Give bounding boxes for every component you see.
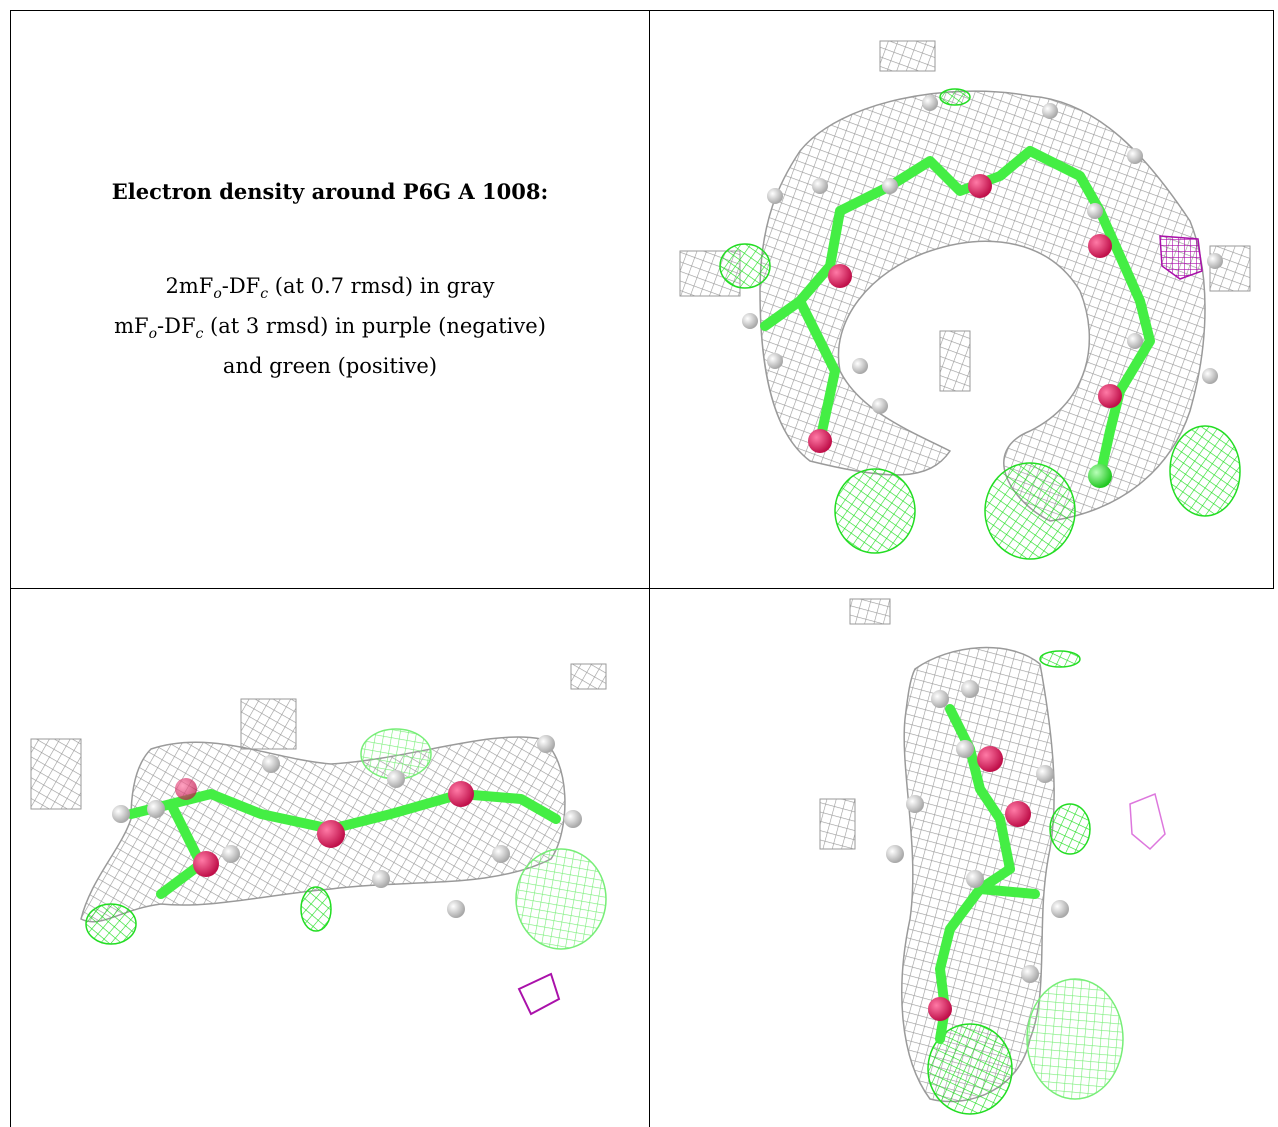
grid-center-divider xyxy=(649,10,650,1127)
legend-line-2fofc: 2mFo-DFc (at 0.7 rmsd) in gray xyxy=(165,274,495,303)
density-view-side xyxy=(11,589,649,1127)
density-view-end xyxy=(650,589,1273,1127)
grid-top-border xyxy=(10,10,1274,11)
density-view-ring xyxy=(650,11,1273,588)
grid-left-border xyxy=(10,10,11,1127)
legend-line-positive: and green (positive) xyxy=(222,354,438,379)
legend-line-fofc: mFo-DFc (at 3 rmsd) in purple (negative) xyxy=(114,314,546,343)
grid-middle-divider xyxy=(10,588,1274,589)
legend-cell: Electron density around P6G A 1008: 2mFo… xyxy=(11,11,649,588)
grid-right-border xyxy=(1273,10,1274,588)
legend-text: 2mFo-DFc (at 0.7 rmsd) in gray mFo-DFc (… xyxy=(114,270,546,382)
figure-heading: Electron density around P6G A 1008: xyxy=(111,179,549,204)
